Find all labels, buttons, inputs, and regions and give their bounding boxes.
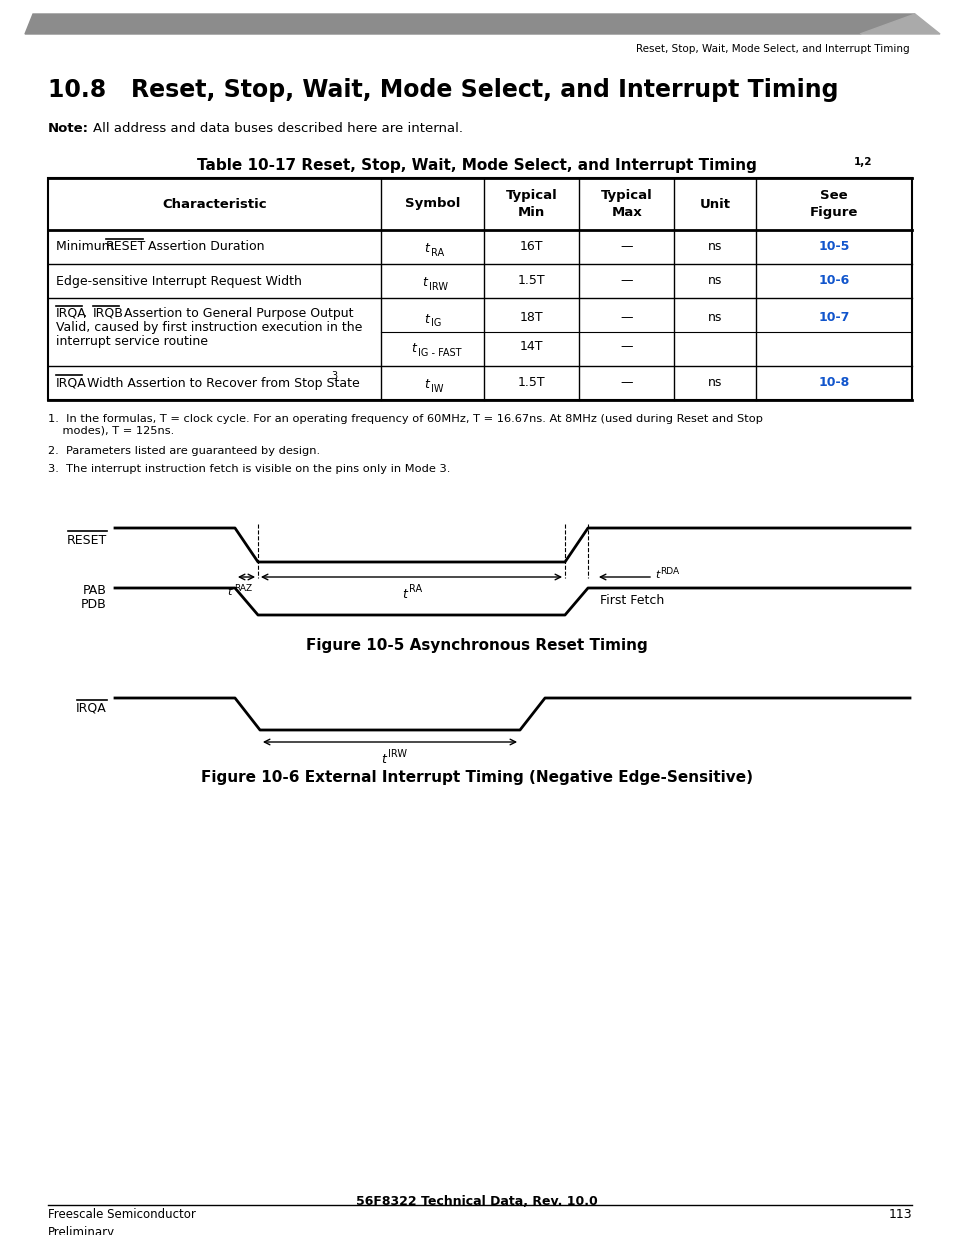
Text: t: t	[424, 378, 429, 391]
Text: 14T: 14T	[519, 341, 543, 353]
Text: Note:: Note:	[48, 122, 89, 135]
Text: 10-8: 10-8	[818, 377, 849, 389]
Text: Typical
Max: Typical Max	[600, 189, 652, 219]
Text: RA: RA	[431, 248, 444, 258]
Text: Unit: Unit	[700, 198, 730, 210]
Text: IRQA: IRQA	[56, 377, 87, 389]
Text: t: t	[228, 587, 232, 597]
Text: IRQB: IRQB	[92, 308, 124, 320]
Text: Reset, Stop, Wait, Mode Select, and Interrupt Timing: Reset, Stop, Wait, Mode Select, and Inte…	[636, 44, 909, 54]
Text: See
Figure: See Figure	[809, 189, 858, 219]
Text: 10-6: 10-6	[818, 274, 849, 288]
Text: t: t	[424, 242, 429, 256]
Text: IG - FAST: IG - FAST	[418, 348, 461, 358]
Text: —: —	[620, 241, 633, 253]
Text: Assertion Duration: Assertion Duration	[144, 241, 264, 253]
Text: 10.8   Reset, Stop, Wait, Mode Select, and Interrupt Timing: 10.8 Reset, Stop, Wait, Mode Select, and…	[48, 78, 838, 103]
Text: 18T: 18T	[519, 310, 543, 324]
Text: All address and data buses described here are internal.: All address and data buses described her…	[92, 122, 462, 135]
Text: Assertion to General Purpose Output: Assertion to General Purpose Output	[120, 308, 354, 320]
Text: RESET: RESET	[67, 534, 107, 547]
Text: 1.5T: 1.5T	[517, 377, 545, 389]
Text: Valid, caused by first instruction execution in the: Valid, caused by first instruction execu…	[56, 321, 362, 333]
Text: ns: ns	[707, 274, 721, 288]
Text: RA: RA	[409, 584, 422, 594]
Text: Width Assertion to Recover from Stop State: Width Assertion to Recover from Stop Sta…	[83, 377, 359, 389]
Text: Minimum: Minimum	[56, 241, 117, 253]
Text: PDB: PDB	[81, 598, 107, 610]
Text: Characteristic: Characteristic	[162, 198, 266, 210]
Text: 113: 113	[887, 1208, 911, 1221]
Text: Freescale Semiconductor
Preliminary: Freescale Semiconductor Preliminary	[48, 1208, 195, 1235]
Text: t: t	[411, 342, 416, 356]
Text: IW: IW	[431, 384, 443, 394]
Polygon shape	[25, 14, 914, 35]
Text: RAZ: RAZ	[233, 584, 252, 593]
Text: ns: ns	[707, 310, 721, 324]
Text: t: t	[422, 277, 427, 289]
Text: t: t	[402, 588, 407, 601]
Polygon shape	[859, 14, 939, 35]
Text: RESET: RESET	[106, 241, 146, 253]
Text: ns: ns	[707, 241, 721, 253]
Text: IRW: IRW	[429, 282, 448, 291]
Text: ns: ns	[707, 377, 721, 389]
Text: —: —	[620, 341, 633, 353]
Text: —: —	[620, 274, 633, 288]
Text: 2.  Parameters listed are guaranteed by design.: 2. Parameters listed are guaranteed by d…	[48, 446, 320, 456]
Text: 3.  The interrupt instruction fetch is visible on the pins only in Mode 3.: 3. The interrupt instruction fetch is vi…	[48, 464, 450, 474]
Text: 1.5T: 1.5T	[517, 274, 545, 288]
Text: interrupt service routine: interrupt service routine	[56, 335, 208, 348]
Text: t: t	[424, 312, 429, 326]
Text: IRQA: IRQA	[76, 701, 107, 715]
Text: Figure 10-6 External Interrupt Timing (Negative Edge-Sensitive): Figure 10-6 External Interrupt Timing (N…	[201, 769, 752, 785]
Text: Typical
Min: Typical Min	[505, 189, 558, 219]
Text: Table 10-17 Reset, Stop, Wait, Mode Select, and Interrupt Timing: Table 10-17 Reset, Stop, Wait, Mode Sele…	[197, 158, 756, 173]
Bar	[48, 178, 911, 400]
Text: 16T: 16T	[519, 241, 543, 253]
Text: First Fetch: First Fetch	[599, 594, 663, 606]
Text: 56F8322 Technical Data, Rev. 10.0: 56F8322 Technical Data, Rev. 10.0	[355, 1195, 598, 1208]
Text: 10-5: 10-5	[818, 241, 849, 253]
Text: IRW: IRW	[388, 748, 407, 760]
Text: t: t	[381, 753, 386, 766]
Text: IG: IG	[431, 319, 441, 329]
Text: RDA: RDA	[659, 568, 679, 577]
Text: IRQA: IRQA	[56, 308, 87, 320]
Text: Symbol: Symbol	[404, 198, 459, 210]
Text: 1.  In the formulas, T = clock cycle. For an operating frequency of 60MHz, T = 1: 1. In the formulas, T = clock cycle. For…	[48, 414, 762, 436]
Text: Figure 10-5 Asynchronous Reset Timing: Figure 10-5 Asynchronous Reset Timing	[306, 638, 647, 653]
Text: PAB: PAB	[83, 583, 107, 597]
Text: —: —	[620, 377, 633, 389]
Text: ,: ,	[83, 308, 91, 320]
Text: 10-7: 10-7	[818, 310, 849, 324]
Text: 1,2: 1,2	[853, 157, 872, 167]
Text: t: t	[655, 571, 659, 580]
Text: —: —	[620, 310, 633, 324]
Text: Edge-sensitive Interrupt Request Width: Edge-sensitive Interrupt Request Width	[56, 274, 301, 288]
Text: 3: 3	[331, 370, 336, 382]
